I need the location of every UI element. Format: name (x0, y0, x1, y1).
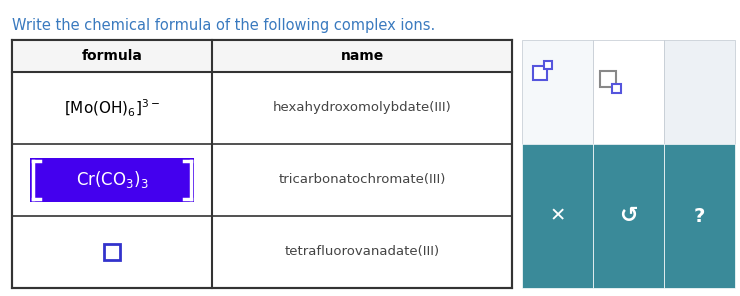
Text: name: name (340, 49, 383, 63)
Text: ↺: ↺ (619, 206, 638, 226)
Text: $\mathrm{Cr(CO_3)_3}$: $\mathrm{Cr(CO_3)_3}$ (75, 170, 149, 191)
Text: ✕: ✕ (549, 207, 565, 226)
Text: formula: formula (81, 49, 142, 63)
Bar (12, 40, 512, 288)
Text: Write the chemical formula of the following complex ions.: Write the chemical formula of the follow… (12, 18, 435, 33)
Bar (593, 144, 664, 288)
Text: tricarbonatochromate(III): tricarbonatochromate(III) (278, 173, 445, 186)
Bar (664, 40, 735, 144)
Text: ?: ? (694, 207, 705, 226)
Text: $\left[\mathrm{Mo(OH)_6}\right]^{3-}$: $\left[\mathrm{Mo(OH)_6}\right]^{3-}$ (64, 97, 160, 119)
Bar (600, 71, 616, 87)
Bar (612, 84, 621, 93)
Bar (522, 144, 593, 288)
Text: hexahydroxomolybdate(III): hexahydroxomolybdate(III) (272, 102, 451, 115)
Bar (533, 66, 547, 80)
Bar (30, 158, 194, 202)
Bar (544, 61, 551, 69)
Bar (104, 244, 120, 260)
Bar (522, 40, 593, 144)
Bar (664, 144, 735, 288)
Bar (12, 40, 512, 72)
Bar (593, 40, 664, 144)
Text: tetrafluorovanadate(III): tetrafluorovanadate(III) (284, 245, 440, 258)
